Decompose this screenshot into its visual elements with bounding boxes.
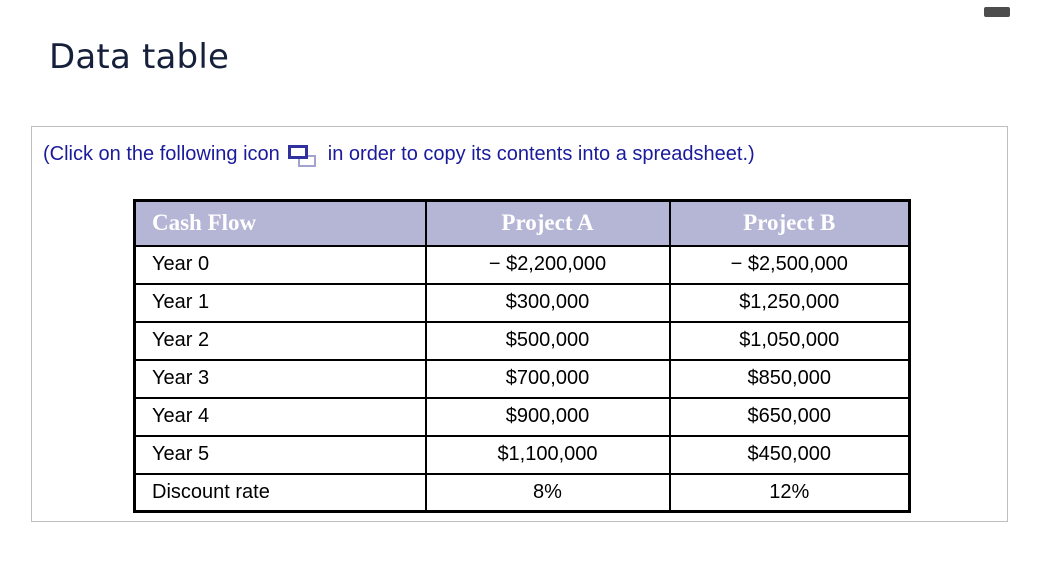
- table-row: Year 5 $1,100,000 $450,000: [133, 434, 911, 475]
- row-label: Year 2: [133, 320, 427, 361]
- table-header-row: Cash Flow Project A Project B: [133, 199, 911, 247]
- page-title: Data table: [49, 36, 230, 77]
- col-header-project-a: Project A: [424, 199, 671, 247]
- copy-icon-front-rect: [287, 145, 308, 159]
- col-header-cash-flow: Cash Flow: [133, 199, 427, 247]
- copy-icon[interactable]: [287, 145, 316, 167]
- instruction-prefix: (Click on the following icon: [43, 142, 280, 165]
- row-label: Year 5: [133, 434, 427, 475]
- table-row: Year 3 $700,000 $850,000: [133, 358, 911, 399]
- table-row: Year 0 − $2,200,000 − $2,500,000: [133, 244, 911, 285]
- table-row: Year 4 $900,000 $650,000: [133, 396, 911, 437]
- project-b-value: − $2,500,000: [668, 244, 911, 285]
- row-label: Year 3: [133, 358, 427, 399]
- project-a-value: $700,000: [424, 358, 671, 399]
- content-panel: (Click on the following icon in order to…: [31, 126, 1008, 522]
- table-row: Year 2 $500,000 $1,050,000: [133, 320, 911, 361]
- project-b-value: $1,250,000: [668, 282, 911, 323]
- row-label: Discount rate: [133, 472, 427, 513]
- table-row: Discount rate 8% 12%: [133, 472, 911, 513]
- project-a-value: $500,000: [424, 320, 671, 361]
- project-b-value: $850,000: [668, 358, 911, 399]
- project-b-value: 12%: [668, 472, 911, 513]
- row-label: Year 4: [133, 396, 427, 437]
- project-a-value: $900,000: [424, 396, 671, 437]
- table-row: Year 1 $300,000 $1,250,000: [133, 282, 911, 323]
- instruction-suffix: in order to copy its contents into a spr…: [327, 142, 755, 165]
- project-a-value: 8%: [424, 472, 671, 513]
- project-a-value: $1,100,000: [424, 434, 671, 475]
- project-b-value: $450,000: [668, 434, 911, 475]
- row-label: Year 1: [133, 282, 427, 323]
- project-b-value: $1,050,000: [668, 320, 911, 361]
- row-label: Year 0: [133, 244, 427, 285]
- project-a-value: $300,000: [424, 282, 671, 323]
- collapse-pill[interactable]: [984, 7, 1010, 17]
- project-b-value: $650,000: [668, 396, 911, 437]
- project-a-value: − $2,200,000: [424, 244, 671, 285]
- col-header-project-b: Project B: [668, 199, 911, 247]
- instruction-text: (Click on the following icon in order to…: [43, 141, 755, 167]
- cash-flow-table: Cash Flow Project A Project B Year 0 − $…: [133, 199, 911, 513]
